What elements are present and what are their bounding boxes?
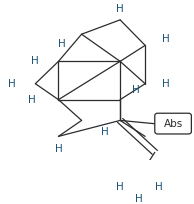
Text: H: H [58,39,66,49]
Text: H: H [28,95,35,105]
Text: H: H [155,182,163,192]
Text: H: H [55,144,62,154]
Text: H: H [116,4,124,14]
Text: H: H [163,79,170,89]
Text: H: H [31,56,39,66]
Text: H: H [101,127,109,137]
Text: H: H [132,85,139,95]
Text: H: H [8,79,16,89]
Text: H: H [163,34,170,44]
FancyBboxPatch shape [155,113,191,134]
Text: H: H [135,194,143,204]
Text: H: H [116,182,124,192]
Text: Abs: Abs [164,119,183,129]
